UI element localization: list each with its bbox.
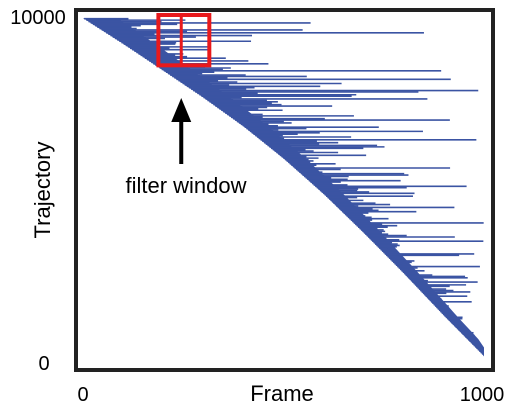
x-tick-min: 0 xyxy=(77,384,88,406)
x-axis-label: Frame xyxy=(250,381,314,406)
filter-window-label: filter window xyxy=(125,173,246,198)
y-tick-max: 10000 xyxy=(10,7,66,29)
y-tick-min: 0 xyxy=(38,353,49,375)
plot-frame xyxy=(74,8,495,372)
y-axis-label: Trajectory xyxy=(30,142,55,239)
filter-window-rect xyxy=(156,13,212,68)
filter-window-arrow xyxy=(171,98,192,164)
filter-window-box xyxy=(156,13,212,68)
x-tick-max: 1000 xyxy=(460,384,505,406)
arrow-head xyxy=(171,98,192,122)
